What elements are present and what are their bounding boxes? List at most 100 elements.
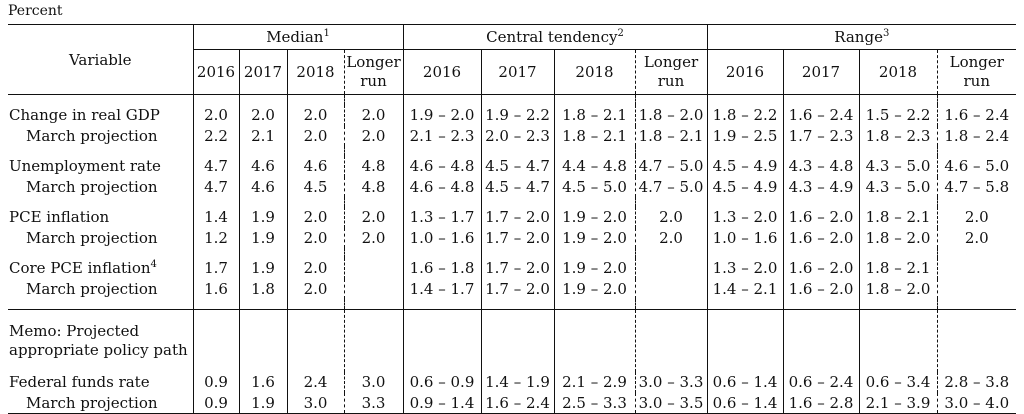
central-cell: 4.7 – 5.0 [634,176,707,197]
range-cell: 4.3 – 4.9 [782,176,859,197]
central-cell: 2.1 – 2.9 [553,372,635,393]
row-label: March projection [26,279,158,298]
central-cell: 2.0 [634,207,707,228]
table-row: March projection 2.2 2.1 2.0 2.0 2.1 – 2.3 2.0… [8,125,1017,146]
median-cell: 4.6 [286,156,344,177]
central-cell: 1.9 – 2.0 [402,105,481,126]
central-cell: 4.5 – 4.7 [480,176,554,197]
range-cell: 1.8 – 2.3 [858,125,937,146]
range-cell: 2.0 [936,207,1017,228]
range-cell [936,278,1017,299]
median-cell: 2.0 [286,278,344,299]
table-row: March projection 1.2 1.9 2.0 2.0 1.0 – 1.6 1.7… [8,227,1017,248]
table-row: March projection 0.9 1.9 3.0 3.3 0.9 – 1.4 1.6… [8,392,1017,414]
range-cell: 1.5 – 2.2 [858,105,937,126]
row-label: Unemployment rate [9,157,161,176]
group-header-central-tendency: Central tendency2 [402,24,707,50]
year-header-range: 2017 [782,49,859,95]
group-header-range: Range3 [706,24,1017,50]
range-cell: 1.8 – 2.0 [858,278,937,299]
median-cell: 1.8 [238,278,287,299]
range-cell: 4.5 – 4.9 [706,176,783,197]
central-cell: 4.6 – 4.8 [402,176,481,197]
median-cell: 1.6 [192,278,239,299]
central-cell: 1.9 – 2.0 [553,227,635,248]
median-cell: 2.0 [192,105,239,126]
central-cell: 1.7 – 2.0 [480,227,554,248]
central-cell: 1.8 – 2.1 [553,105,635,126]
range-cell: 3.0 – 4.0 [936,392,1017,414]
year-header-median: 2017 [238,49,287,95]
median-cell: 4.5 [286,176,344,197]
table-row: March projection 1.6 1.8 2.0 1.4 – 1.7 1.7 – … [8,278,1017,299]
central-cell: 2.0 – 2.3 [480,125,554,146]
range-cell: 1.6 – 2.0 [782,258,859,279]
range-cell: 1.6 – 2.0 [782,278,859,299]
range-cell: 4.3 – 5.0 [858,156,937,177]
median-cell: 3.0 [286,392,344,414]
central-cell: 1.7 – 2.0 [480,207,554,228]
median-cell [343,258,403,279]
central-cell: 4.5 – 4.7 [480,156,554,177]
median-cell: 1.6 [238,372,287,393]
central-cell: 3.0 – 3.3 [634,372,707,393]
median-cell: 2.0 [343,125,403,146]
range-cell: 1.7 – 2.3 [782,125,859,146]
median-cell: 2.0 [286,258,344,279]
range-cell: 1.3 – 2.0 [706,207,783,228]
longer-run-header-median: Longer run [343,49,403,95]
range-cell [936,258,1017,279]
projections-table: Variable Median1 Central tendency2 Range… [8,24,1017,414]
median-cell: 2.0 [286,227,344,248]
median-cell: 2.0 [286,125,344,146]
median-cell: 2.0 [343,227,403,248]
range-cell: 1.8 – 2.1 [858,258,937,279]
central-cell: 1.8 – 2.0 [634,105,707,126]
variable-header: Variable [8,24,193,95]
year-header-central-tendency: 2016 [402,49,481,95]
memo-label: Memo: Projected appropriate policy path [8,309,193,372]
range-cell: 1.6 – 2.0 [782,207,859,228]
table-row: Core PCE inflation4 1.7 1.9 2.0 1.6 – 1.8 1.7… [8,258,1017,279]
median-cell: 1.4 [192,207,239,228]
year-header-central-tendency: 2018 [553,49,635,95]
range-cell: 1.0 – 1.6 [706,227,783,248]
central-cell: 1.4 – 1.9 [480,372,554,393]
median-cell: 4.7 [192,176,239,197]
year-header-central-tendency: 2017 [480,49,554,95]
range-cell: 1.4 – 2.1 [706,278,783,299]
range-cell: 4.5 – 4.9 [706,156,783,177]
range-cell: 1.8 – 2.2 [706,105,783,126]
unit-label: Percent [8,3,63,19]
median-cell: 2.2 [192,125,239,146]
central-cell: 1.3 – 1.7 [402,207,481,228]
range-cell: 2.8 – 3.8 [936,372,1017,393]
range-cell: 1.9 – 2.5 [706,125,783,146]
median-cell: 2.0 [286,207,344,228]
year-header-range: 2016 [706,49,783,95]
central-cell: 1.9 – 2.0 [553,278,635,299]
median-cell: 1.9 [238,227,287,248]
table-row: Change in real GDP 2.0 2.0 2.0 2.0 1.9 – 2.0 1… [8,105,1017,126]
central-cell: 2.0 [634,227,707,248]
central-cell: 4.5 – 5.0 [553,176,635,197]
median-cell: 1.9 [238,392,287,414]
central-cell: 1.9 – 2.2 [480,105,554,126]
range-cell: 0.6 – 2.4 [782,372,859,393]
central-cell: 1.6 – 1.8 [402,258,481,279]
range-cell: 0.6 – 1.4 [706,392,783,414]
table-row: March projection 4.7 4.6 4.5 4.8 4.6 – 4.8 4.5… [8,176,1017,197]
row-label: Federal funds rate [9,373,150,392]
table-row: PCE inflation 1.4 1.9 2.0 2.0 1.3 – 1.7 1.7 – … [8,207,1017,228]
central-cell [634,278,707,299]
median-cell: 2.0 [238,105,287,126]
range-cell: 1.6 – 2.4 [936,105,1017,126]
central-cell: 1.9 – 2.0 [553,207,635,228]
range-cell: 4.3 – 5.0 [858,176,937,197]
central-cell: 2.1 – 2.3 [402,125,481,146]
central-cell [634,258,707,279]
longer-run-header-central-tendency: Longer run [634,49,707,95]
median-cell: 4.6 [238,156,287,177]
median-cell: 1.9 [238,207,287,228]
median-cell: 1.2 [192,227,239,248]
